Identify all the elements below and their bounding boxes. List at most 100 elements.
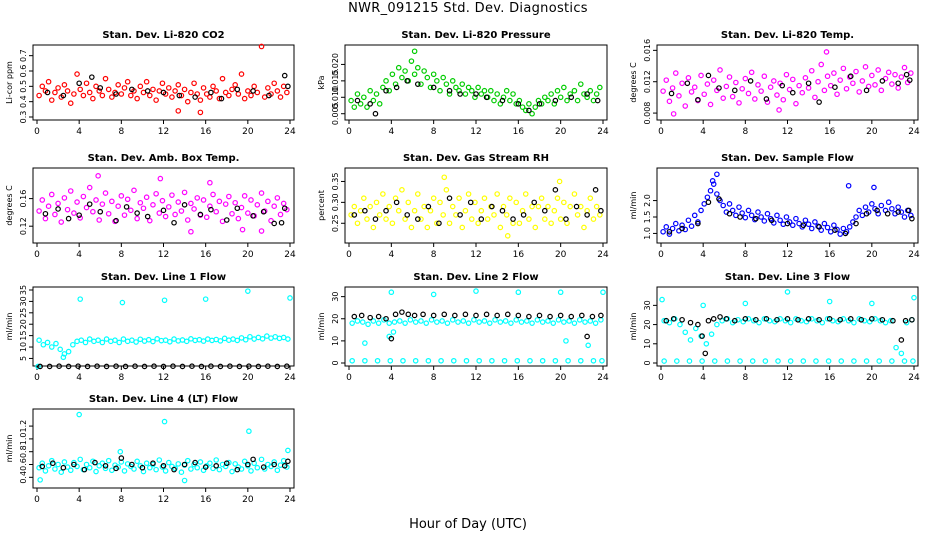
data-point-highlight bbox=[436, 220, 442, 227]
data-point bbox=[74, 199, 80, 205]
data-point-highlight bbox=[563, 216, 569, 222]
x-tick-label: 20 bbox=[555, 127, 567, 137]
data-point bbox=[229, 468, 235, 475]
data-point bbox=[74, 71, 80, 77]
data-point bbox=[875, 67, 881, 73]
data-point bbox=[386, 320, 393, 326]
data-point bbox=[380, 84, 386, 91]
data-point bbox=[105, 210, 112, 217]
data-point bbox=[476, 357, 482, 364]
data-point bbox=[80, 92, 87, 99]
data-point bbox=[856, 89, 862, 95]
data-point-highlight bbox=[446, 195, 453, 201]
data-point bbox=[513, 317, 520, 323]
data-point-highlight bbox=[515, 312, 522, 319]
data-point-highlight bbox=[55, 206, 61, 212]
data-point-highlight bbox=[898, 337, 905, 343]
data-point-highlight bbox=[76, 80, 82, 87]
chart-panel-7: Stan. Dev. Line 1 Flow ml/min 0 4 8 12 16 20 24 5… bbox=[5, 272, 296, 383]
data-point-highlight bbox=[779, 82, 786, 89]
data-point bbox=[143, 78, 150, 85]
data-point-highlight bbox=[76, 212, 82, 218]
y-tick-label: 0.25 bbox=[331, 214, 340, 232]
data-point bbox=[566, 318, 572, 324]
data-point bbox=[476, 319, 482, 325]
y-axis-label: ml/min bbox=[5, 435, 14, 463]
data-point-highlight bbox=[884, 210, 891, 217]
data-point bbox=[748, 69, 755, 76]
x-tick-label: 24 bbox=[908, 373, 920, 383]
data-point bbox=[711, 358, 718, 364]
data-point bbox=[167, 338, 173, 345]
data-point bbox=[373, 199, 380, 206]
data-point bbox=[37, 477, 43, 483]
data-point bbox=[758, 88, 764, 94]
y-tick-label: 0.005 bbox=[331, 102, 340, 125]
data-point bbox=[819, 319, 826, 326]
data-point bbox=[516, 220, 523, 227]
data-point bbox=[488, 87, 494, 94]
data-point bbox=[207, 203, 213, 209]
y-tick-label: 0 bbox=[643, 360, 652, 365]
data-point-highlight bbox=[702, 350, 709, 357]
y-axis-label: ml/min bbox=[317, 313, 326, 341]
data-point bbox=[354, 318, 361, 324]
data-point-highlight bbox=[695, 220, 701, 227]
data-point bbox=[574, 97, 581, 104]
data-point bbox=[373, 91, 380, 97]
data-point bbox=[783, 214, 790, 220]
x-tick-label: 24 bbox=[597, 250, 609, 260]
data-point bbox=[172, 88, 178, 94]
data-point-highlight bbox=[281, 462, 288, 469]
data-point-highlight bbox=[467, 199, 474, 206]
data-point bbox=[118, 91, 125, 97]
data-point bbox=[837, 77, 844, 83]
data-point bbox=[421, 68, 427, 74]
data-point bbox=[494, 91, 500, 97]
data-point-highlight bbox=[60, 92, 67, 99]
data-point bbox=[710, 181, 717, 187]
data-point-highlight bbox=[863, 87, 870, 94]
data-point bbox=[175, 461, 182, 467]
data-point bbox=[191, 206, 197, 212]
data-point bbox=[213, 457, 220, 463]
data-point bbox=[508, 320, 514, 326]
data-point bbox=[846, 224, 853, 230]
data-point bbox=[449, 203, 456, 210]
x-tick-label: 16 bbox=[824, 250, 836, 260]
data-point-highlight bbox=[853, 220, 859, 227]
data-point bbox=[216, 198, 223, 205]
data-point bbox=[153, 190, 159, 197]
data-point bbox=[425, 357, 432, 364]
data-point bbox=[216, 466, 223, 473]
data-point bbox=[556, 178, 563, 185]
data-point bbox=[774, 92, 780, 98]
data-point bbox=[895, 85, 901, 91]
y-tick-label: 30 bbox=[643, 300, 652, 310]
data-point bbox=[893, 344, 899, 351]
data-point bbox=[585, 342, 591, 349]
data-point bbox=[523, 318, 530, 324]
data-point bbox=[112, 337, 118, 343]
data-point-highlight bbox=[547, 313, 553, 320]
data-point bbox=[459, 224, 466, 231]
data-point bbox=[460, 318, 467, 324]
data-point bbox=[908, 212, 914, 219]
data-point-highlight bbox=[362, 207, 368, 214]
data-point-highlight bbox=[679, 316, 685, 323]
y-tick-label: 5 bbox=[19, 356, 28, 361]
data-point bbox=[153, 466, 159, 473]
data-point bbox=[178, 208, 185, 214]
data-point bbox=[661, 317, 667, 324]
data-point bbox=[892, 71, 898, 78]
data-point-highlight bbox=[97, 85, 104, 91]
data-point bbox=[582, 319, 588, 325]
data-point bbox=[157, 175, 164, 182]
data-point-highlight bbox=[351, 313, 358, 320]
data-point bbox=[411, 207, 418, 214]
data-point bbox=[519, 104, 526, 110]
data-point bbox=[688, 223, 695, 230]
data-point bbox=[840, 316, 847, 322]
y-tick-label: 20 bbox=[331, 314, 340, 324]
data-point bbox=[726, 201, 733, 207]
